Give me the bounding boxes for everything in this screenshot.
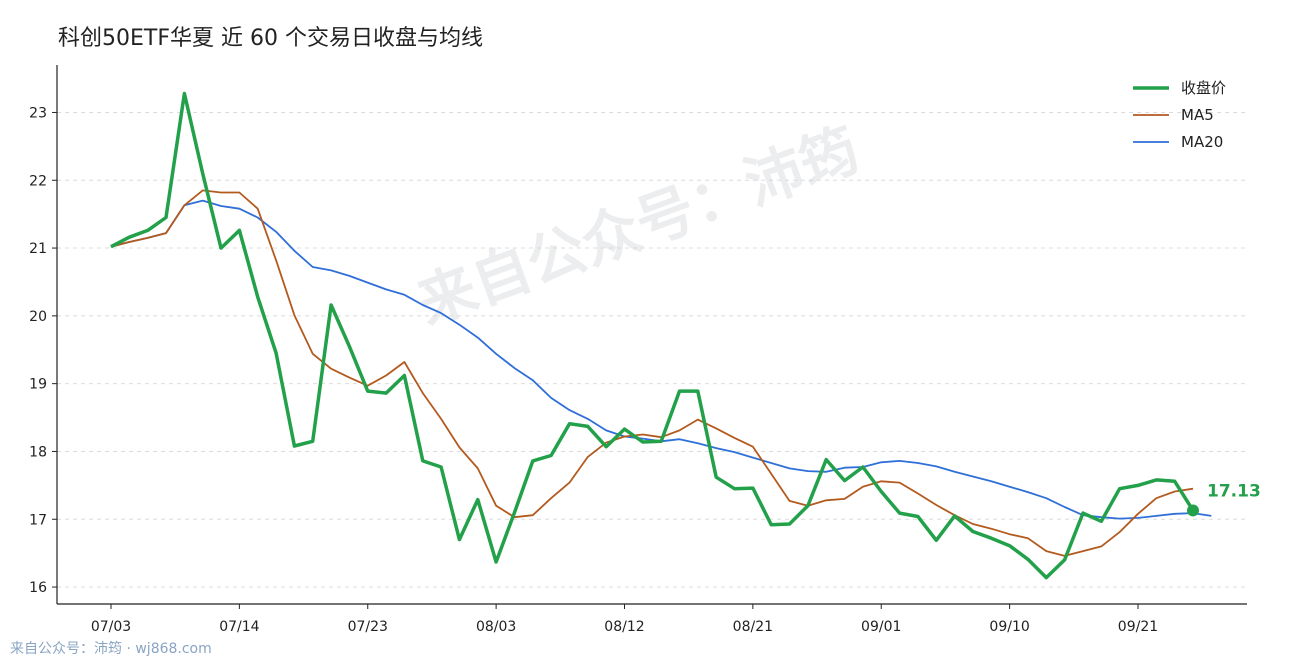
x-tick-label: 09/01	[861, 619, 901, 635]
footer-credit: 来自公众号：沛筠 · wj868.com	[10, 641, 212, 657]
y-tick: 22	[29, 173, 57, 189]
y-axis-ticks: 16 17 18 19 20 21 22 23	[29, 105, 57, 596]
y-tick-label: 22	[29, 173, 47, 189]
x-tick: 07/03	[91, 604, 131, 635]
legend-item: 收盘价	[1133, 79, 1226, 97]
y-tick: 19	[29, 377, 57, 393]
series-line-收盘价	[110, 91, 1195, 580]
y-tick: 16	[29, 580, 57, 596]
y-tick: 17	[29, 512, 57, 528]
legend-item: MA5	[1133, 106, 1214, 124]
y-tick-label: 19	[29, 377, 47, 393]
x-tick-label: 08/03	[476, 619, 516, 635]
x-tick-label: 07/14	[219, 619, 259, 635]
x-tick: 07/14	[219, 604, 260, 635]
y-tick: 18	[29, 444, 57, 460]
y-tick-label: 21	[29, 241, 47, 257]
x-tick: 07/23	[348, 604, 388, 635]
legend-label: 收盘价	[1181, 79, 1226, 97]
x-tick: 08/12	[604, 604, 645, 635]
x-tick-label: 07/03	[91, 619, 131, 635]
x-tick: 08/21	[733, 604, 773, 635]
y-tick: 21	[29, 241, 57, 257]
chart-title: 科创50ETF华夏 近 60 个交易日收盘与均线	[58, 26, 483, 51]
y-tick: 20	[29, 309, 57, 325]
last-value-label: 17.13	[1207, 481, 1261, 501]
y-tick: 23	[29, 105, 57, 121]
x-tick-label: 08/21	[733, 619, 773, 635]
axes	[56, 65, 1247, 605]
x-tick-label: 08/12	[604, 619, 644, 635]
x-tick: 09/21	[1118, 604, 1158, 635]
x-tick-label: 09/10	[989, 619, 1029, 635]
end-marker: 17.13	[1187, 481, 1261, 517]
x-tick: 09/01	[861, 604, 901, 635]
y-tick-label: 20	[29, 309, 47, 325]
x-tick-label: 09/21	[1118, 619, 1158, 635]
series-lines	[110, 91, 1212, 580]
watermark-text: 来自公众号：沛筠	[409, 115, 868, 338]
grid-lines	[57, 111, 1247, 588]
y-tick-label: 17	[29, 512, 47, 528]
x-tick-label: 07/23	[348, 619, 388, 635]
x-tick: 09/10	[989, 604, 1030, 635]
x-axis-ticks: 07/03 07/14 07/23 08/03 08/12 08/21 09/01 09/10…	[91, 604, 1158, 635]
last-point-marker	[1187, 504, 1199, 517]
x-tick: 08/03	[476, 604, 516, 635]
legend-label: MA5	[1181, 106, 1214, 124]
series-line-MA5	[110, 189, 1194, 557]
y-tick-label: 16	[29, 580, 47, 596]
legend: 收盘价 MA5 MA20	[1133, 79, 1226, 151]
legend-item: MA20	[1133, 133, 1223, 151]
y-tick-label: 18	[29, 444, 47, 460]
y-tick-label: 23	[29, 105, 47, 121]
legend-label: MA20	[1181, 133, 1223, 151]
